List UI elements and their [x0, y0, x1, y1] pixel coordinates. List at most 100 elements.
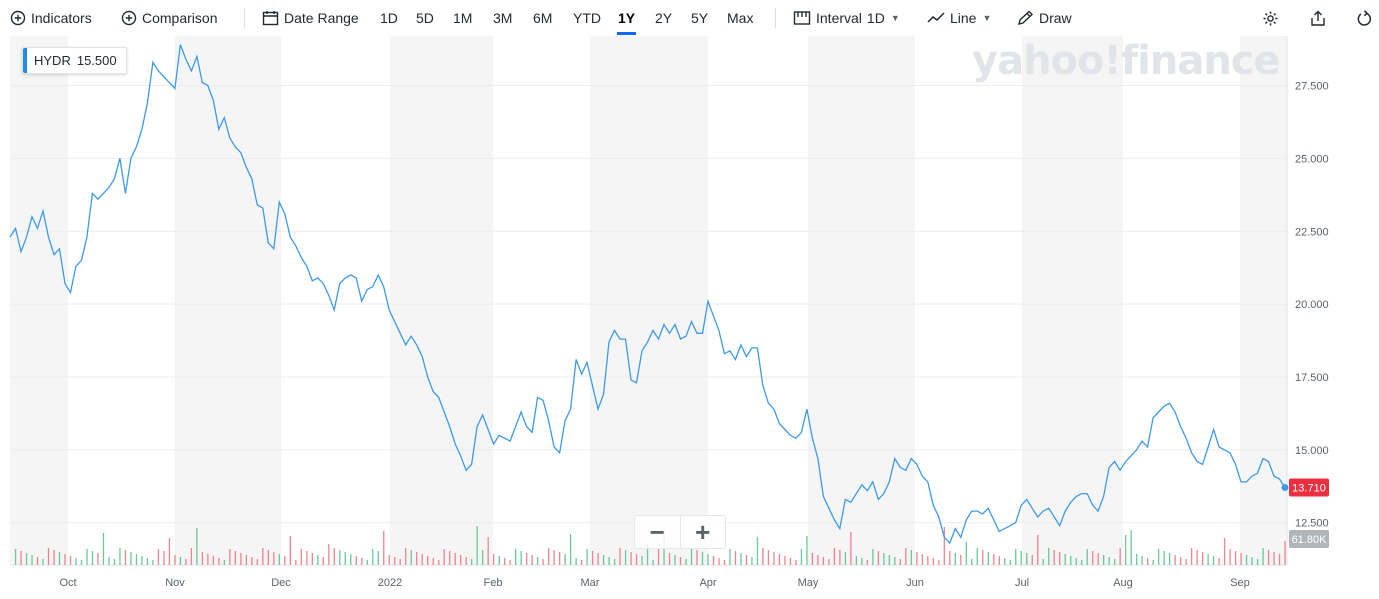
date-range-button[interactable]: Date Range: [262, 8, 359, 28]
x-tick-label: May: [798, 577, 819, 589]
share-button[interactable]: [1310, 8, 1326, 28]
range-5d[interactable]: 5D: [416, 10, 434, 26]
x-tick-label: Feb: [484, 577, 503, 589]
volume-bar: [328, 544, 330, 565]
volume-bar: [641, 556, 643, 565]
volume-bar: [558, 552, 561, 565]
volume-bar: [300, 549, 302, 565]
price-chart[interactable]: 27.500 25.000 22.500 20.000 17.500 15.000 12.5…: [0, 36, 1379, 599]
y-tick-label: 17.500: [1295, 372, 1329, 384]
range-6m[interactable]: 6M: [533, 10, 553, 26]
volume-bar: [344, 552, 346, 565]
volume-bar: [850, 532, 852, 565]
volume-bar: [1152, 560, 1154, 565]
volume-bar: [460, 555, 462, 565]
volume-bar: [1174, 555, 1176, 565]
volume-bar: [317, 555, 319, 565]
zoom-out-button[interactable]: −: [635, 516, 681, 548]
volume-bar: [333, 548, 335, 565]
volume-bar: [773, 552, 775, 565]
x-axis-ticks: Oct Nov Dec 2022 Feb Mar Apr May Jun Jul Aug Sep: [59, 577, 1249, 589]
line-chart-icon: [927, 12, 945, 23]
volume-bar: [1015, 549, 1017, 565]
volume-bar: [1064, 554, 1066, 565]
volume-bar: [701, 552, 704, 565]
volume-bar: [432, 558, 434, 565]
indicators-label: Indicators: [31, 10, 92, 26]
interval-button[interactable]: Interval 1D ▼: [793, 8, 900, 28]
volume-bar: [1201, 552, 1204, 565]
range-1y[interactable]: 1Y: [616, 10, 637, 35]
range-1m[interactable]: 1M: [453, 10, 473, 26]
month-bands: [10, 36, 1287, 565]
volume-bar: [580, 560, 583, 565]
range-ytd[interactable]: YTD: [573, 10, 601, 26]
volume-bar: [745, 555, 748, 565]
volume-bar: [135, 554, 138, 565]
volume-bar: [465, 557, 467, 565]
range-1d[interactable]: 1D: [380, 10, 398, 26]
volume-bar: [833, 548, 836, 565]
toolbar-divider: [244, 8, 245, 28]
volume-bar: [377, 551, 379, 565]
volume-bar: [586, 549, 588, 565]
volume-bar: [487, 537, 489, 565]
volume-bar: [899, 559, 902, 565]
zoom-in-button[interactable]: +: [695, 516, 711, 547]
volume-bar: [828, 559, 830, 565]
range-2y[interactable]: 2Y: [655, 10, 673, 26]
volume-bar: [240, 553, 242, 565]
month-band: [1022, 36, 1123, 565]
ticker-value: 15.500: [76, 53, 117, 68]
last-value-badges: 13.710 61.80K: [1281, 478, 1329, 548]
volume-bar: [273, 552, 275, 565]
volume-bar: [740, 553, 742, 565]
range-max[interactable]: Max: [727, 10, 754, 26]
volume-bar: [943, 527, 945, 565]
volume-bar: [927, 556, 929, 565]
volume-bar: [394, 557, 396, 565]
volume-bar: [289, 536, 291, 565]
comparison-button[interactable]: Comparison: [121, 8, 217, 28]
volume-bar: [366, 560, 368, 565]
volume-bar: [1042, 559, 1044, 565]
volume-bar: [619, 548, 621, 565]
volume-bar: [399, 559, 401, 565]
volume-bar: [729, 549, 731, 565]
volume-bar: [427, 556, 429, 565]
volume-bar: [630, 552, 632, 565]
volume-bar: [58, 552, 61, 565]
volume-bar: [817, 555, 819, 565]
volume-bar: [844, 552, 847, 565]
volume-bar: [1081, 560, 1083, 565]
volume-bar: [861, 558, 863, 565]
range-3m[interactable]: 3M: [493, 10, 513, 26]
month-band: [10, 36, 68, 565]
chart-toolbar: Indicators Comparison Date Range 1D 5D 1…: [0, 0, 1379, 36]
draw-button[interactable]: Draw: [1017, 8, 1072, 28]
chart-type-button[interactable]: Line ▼: [927, 8, 991, 28]
draw-label: Draw: [1039, 10, 1072, 26]
last-price-text: 13.710: [1292, 482, 1326, 494]
ticker-legend[interactable]: HYDR 15.500: [22, 47, 127, 74]
settings-button[interactable]: [1262, 8, 1279, 28]
range-5y[interactable]: 5Y: [691, 10, 709, 26]
yahoo-finance-watermark: yahoo!finance: [972, 38, 1281, 84]
indicators-button[interactable]: Indicators: [10, 8, 92, 28]
volume-bar: [1245, 555, 1248, 565]
volume-bar: [1009, 560, 1011, 565]
reset-button[interactable]: [1357, 8, 1372, 28]
volume-bar: [1119, 548, 1121, 565]
volume-bar: [1147, 558, 1149, 565]
price-line: [9, 44, 1286, 545]
plus-circle-icon: [121, 10, 137, 26]
volume-bar: [443, 549, 445, 565]
volume-bar: [1207, 554, 1209, 565]
volume-bar: [855, 556, 858, 565]
volume-bar: [124, 550, 127, 565]
volume-bar: [652, 560, 654, 565]
volume-bar: [482, 550, 484, 565]
volume-bar: [108, 557, 110, 565]
volume-bar: [130, 552, 132, 565]
volume-bar: [1075, 558, 1077, 565]
